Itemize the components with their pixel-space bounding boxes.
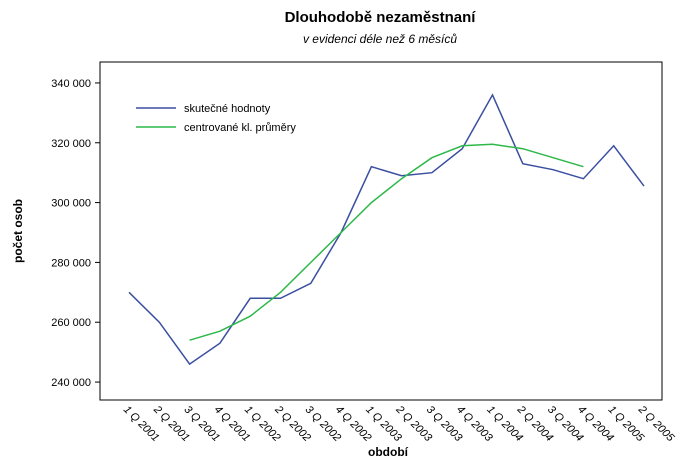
series-line <box>128 93 645 366</box>
y-tick-label: 340 000 <box>51 78 91 90</box>
x-axis-label: období <box>368 445 409 459</box>
y-tick-label: 300 000 <box>51 198 91 210</box>
plot-frame <box>99 61 663 401</box>
y-tick-label: 320 000 <box>51 138 91 150</box>
series-line <box>189 143 584 341</box>
legend-label: centrované kl. průměry <box>184 122 296 134</box>
y-tick-label: 240 000 <box>51 377 91 389</box>
y-tick-label: 280 000 <box>51 257 91 269</box>
chart-subtitle: v evidenci déle než 6 měsíců <box>303 32 457 46</box>
chart-title: Dlouhodobě nezaměstnaní <box>285 9 477 26</box>
legend-label: skutečné hodnoty <box>184 103 271 115</box>
y-axis-label: počet osob <box>11 199 25 263</box>
y-tick-label: 260 000 <box>51 317 91 329</box>
